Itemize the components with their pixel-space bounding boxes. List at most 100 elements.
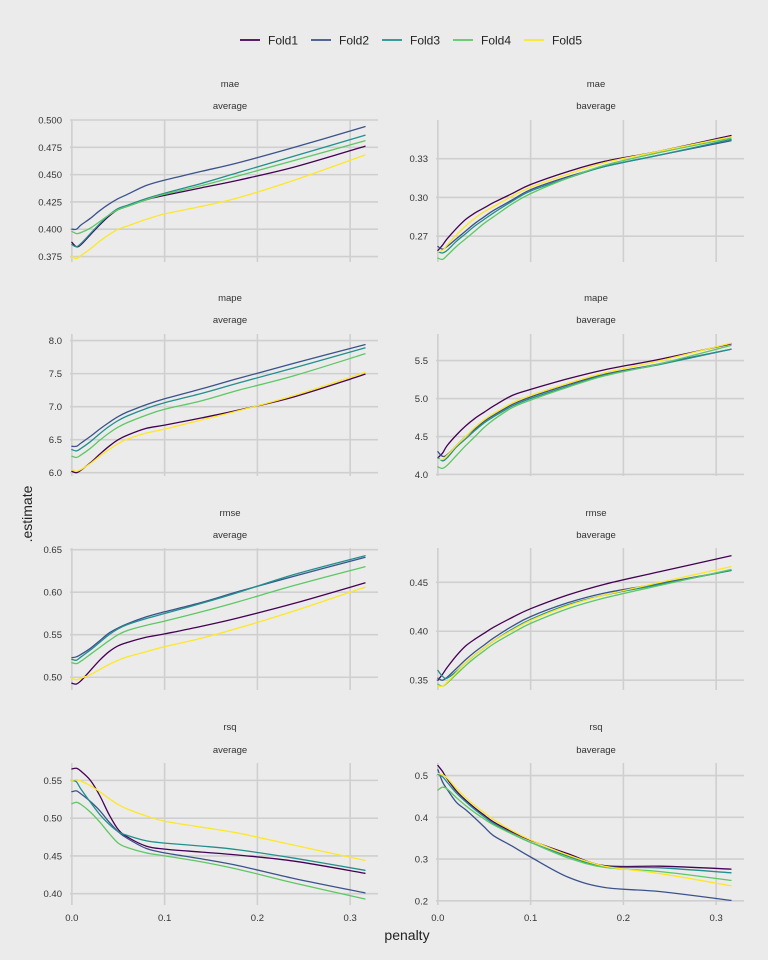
series-line-fold5 bbox=[437, 136, 732, 253]
y-tick-label: 0.450 bbox=[38, 170, 62, 181]
strip-metric: mae bbox=[221, 79, 239, 90]
y-tick-label: 4.0 bbox=[415, 470, 428, 481]
y-tick-label: 7.5 bbox=[49, 369, 62, 380]
y-tick-label: 0.45 bbox=[410, 578, 429, 589]
strip-metric: rmse bbox=[219, 508, 240, 519]
y-tick-label: 0.50 bbox=[44, 673, 63, 684]
series-line-fold3 bbox=[71, 779, 366, 871]
strip-metric: mape bbox=[584, 293, 608, 304]
y-tick-label: 0.5 bbox=[415, 771, 428, 782]
series-line-fold1 bbox=[437, 134, 732, 252]
y-tick-label: 0.55 bbox=[44, 630, 63, 641]
legend-label-fold2: Fold2 bbox=[339, 34, 369, 48]
series-line-fold1 bbox=[71, 582, 366, 685]
series-line-fold3 bbox=[437, 348, 732, 462]
series-line-fold5 bbox=[71, 586, 366, 681]
series-line-fold5 bbox=[437, 772, 732, 887]
series-line-fold3 bbox=[71, 347, 366, 452]
series-line-fold2 bbox=[71, 343, 366, 448]
y-tick-label: 6.0 bbox=[49, 468, 62, 479]
strip-subtitle: average bbox=[213, 315, 247, 326]
strip-subtitle: baverage bbox=[576, 101, 616, 112]
legend-label-fold4: Fold4 bbox=[481, 34, 511, 48]
strip-subtitle: average bbox=[213, 530, 247, 541]
panel-mape-average: mape average 6.0 6.5 7.0 7.5 8.0 bbox=[49, 293, 378, 479]
series-line-fold5 bbox=[71, 371, 366, 473]
panel-rmse-baverage: rmse baverage 0.35 0.40 0.45 bbox=[410, 508, 744, 690]
series-line-fold1 bbox=[437, 555, 732, 681]
series-line-fold1 bbox=[71, 145, 366, 248]
series-line-fold5 bbox=[71, 154, 366, 260]
x-tick-label: 0.2 bbox=[251, 913, 264, 924]
strip-subtitle: baverage bbox=[576, 315, 616, 326]
series-line-fold3 bbox=[437, 138, 732, 254]
series-line-fold3 bbox=[71, 134, 366, 248]
x-tick-label: 0.3 bbox=[710, 913, 723, 924]
strip-subtitle: baverage bbox=[576, 530, 616, 541]
x-tick-label: 0.0 bbox=[431, 913, 444, 924]
y-tick-label: 5.5 bbox=[415, 356, 428, 367]
legend-label-fold5: Fold5 bbox=[552, 34, 582, 48]
series-line-fold3 bbox=[437, 569, 732, 680]
y-tick-label: 4.5 bbox=[415, 432, 428, 443]
y-tick-label: 0.375 bbox=[38, 252, 62, 263]
series-line-fold2 bbox=[437, 769, 732, 902]
panel-rsq-baverage: rsq baverage 0.2 0.3 0.4 0.5 0.0 0.1 0.2 0.3 bbox=[415, 722, 744, 924]
strip-metric: rmse bbox=[585, 508, 606, 519]
x-tick-label: 0.1 bbox=[158, 913, 171, 924]
x-tick-label: 0.2 bbox=[617, 913, 630, 924]
y-tick-label: 0.2 bbox=[415, 896, 428, 907]
series-line-fold5 bbox=[437, 565, 732, 688]
strip-metric: rsq bbox=[223, 722, 236, 733]
y-tick-label: 0.55 bbox=[44, 776, 63, 787]
series-line-fold2 bbox=[437, 569, 732, 681]
series-line-fold2 bbox=[437, 140, 732, 250]
y-tick-label: 0.30 bbox=[410, 193, 429, 204]
series-line-fold2 bbox=[437, 348, 732, 458]
x-axis-title: penalty bbox=[384, 927, 429, 943]
series-line-fold2 bbox=[71, 790, 366, 894]
y-tick-label: 0.45 bbox=[44, 851, 63, 862]
y-tick-label: 8.0 bbox=[49, 336, 62, 347]
series-line-fold4 bbox=[71, 801, 366, 900]
series-line-fold2 bbox=[71, 556, 366, 659]
legend: Fold1 Fold2 Fold3 Fold4 Fold5 bbox=[240, 34, 582, 48]
series-line-fold3 bbox=[71, 555, 366, 661]
y-tick-label: 0.4 bbox=[415, 813, 428, 824]
x-tick-label: 0.3 bbox=[344, 913, 357, 924]
series-line-fold4 bbox=[71, 353, 366, 459]
y-tick-label: 0.60 bbox=[44, 588, 63, 599]
y-tick-label: 0.500 bbox=[38, 116, 62, 127]
legend-label-fold3: Fold3 bbox=[410, 34, 440, 48]
strip-subtitle: average bbox=[213, 101, 247, 112]
y-tick-label: 5.0 bbox=[415, 394, 428, 405]
series-line-fold3 bbox=[437, 773, 732, 874]
series-line-fold4 bbox=[437, 568, 732, 687]
y-tick-label: 0.33 bbox=[410, 154, 429, 165]
y-tick-label: 0.35 bbox=[410, 676, 429, 687]
y-tick-label: 0.50 bbox=[44, 814, 63, 825]
strip-subtitle: average bbox=[213, 745, 247, 756]
y-tick-label: 0.65 bbox=[44, 545, 63, 556]
strip-metric: mape bbox=[218, 293, 242, 304]
panel-mae-baverage: mae baverage 0.27 0.30 0.33 bbox=[410, 79, 744, 262]
y-tick-label: 0.3 bbox=[415, 855, 428, 866]
y-tick-label: 0.400 bbox=[38, 225, 62, 236]
y-tick-label: 0.27 bbox=[410, 232, 429, 243]
series-line-fold4 bbox=[437, 786, 732, 882]
series-line-fold2 bbox=[71, 125, 366, 231]
series-line-fold4 bbox=[437, 344, 732, 470]
panel-mae-average: mae average 0.375 0.400 0.425 0.450 0.475 0.500 bbox=[38, 79, 378, 263]
series-line-fold5 bbox=[437, 342, 732, 461]
series-line-fold4 bbox=[437, 137, 732, 261]
panel-rsq-average: rsq average 0.40 0.45 0.50 0.55 0.0 0.1 0.2 0.3 bbox=[44, 722, 378, 924]
series-line-fold4 bbox=[71, 140, 366, 235]
panel-mape-baverage: mape baverage 4.0 4.5 5.0 5.5 bbox=[415, 293, 744, 481]
y-axis-title: .estimate bbox=[19, 485, 35, 542]
y-tick-label: 0.40 bbox=[44, 889, 63, 900]
strip-metric: rsq bbox=[589, 722, 602, 733]
legend-label-fold1: Fold1 bbox=[268, 34, 298, 48]
strip-metric: mae bbox=[587, 79, 605, 90]
series-line-fold4 bbox=[71, 566, 366, 665]
